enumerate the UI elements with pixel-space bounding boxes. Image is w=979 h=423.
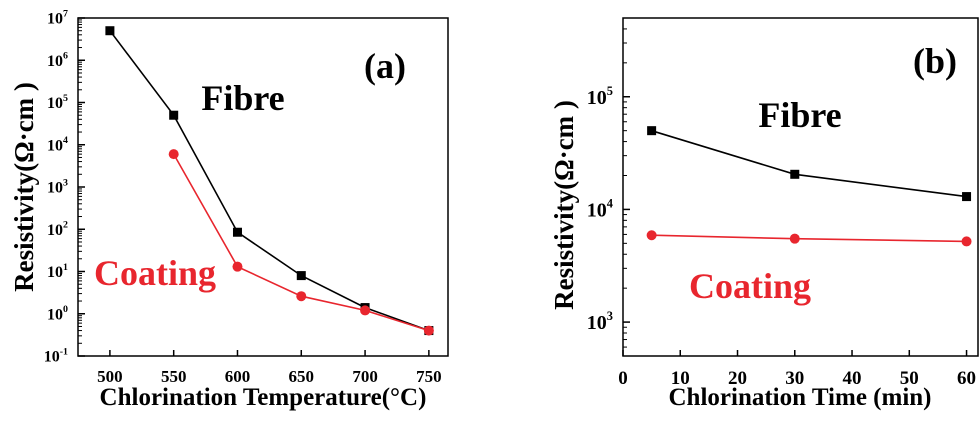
- panel-b-ticks: 0 10 20 30 40 50 60 103 104 105: [587, 17, 976, 389]
- panel-a: 500 550 600 650 700 750 10-1 100 101 102 103 104 105…: [9, 8, 449, 411]
- panel-a-x-axis-title: Chlorination Temperature(°C): [100, 384, 427, 411]
- data-point-fibre: [790, 169, 800, 179]
- panel-b-y-axis-title: Resistivity(Ω·cm ): [549, 100, 579, 310]
- panel-b-series: [646, 126, 972, 247]
- panel-a-label: (a): [364, 46, 406, 86]
- x-tick-label: 30: [785, 368, 804, 389]
- panel-a-y-axis-title: Resistivity(Ω·cm ): [9, 82, 39, 292]
- x-tick-label: 650: [289, 367, 315, 386]
- y-tick-label: 104: [587, 196, 613, 221]
- y-tick-label: 101: [47, 262, 68, 281]
- y-tick-label: 100: [47, 304, 68, 323]
- y-tick-label: 106: [47, 51, 68, 70]
- x-tick-label: 750: [416, 367, 442, 386]
- data-point-fibre: [296, 271, 306, 281]
- data-point-fibre: [647, 126, 657, 136]
- series-line-fibre: [109, 30, 430, 332]
- data-point-fibre: [105, 26, 115, 36]
- y-tick-label: 102: [47, 220, 68, 239]
- data-point-fibre: [232, 227, 242, 237]
- x-tick-label: 550: [161, 367, 187, 386]
- data-point-coating: [168, 149, 179, 160]
- y-tick-label: 105: [587, 84, 613, 109]
- x-tick-label: 500: [97, 367, 123, 386]
- x-tick-label: 10: [671, 368, 690, 389]
- series-line-coating: [173, 153, 430, 332]
- x-tick-label: 700: [352, 367, 378, 386]
- series-line-fibre: [651, 129, 967, 198]
- x-tick-label: 60: [957, 368, 976, 389]
- panel-b-label: (b): [913, 41, 957, 81]
- panel-b-coating-annotation: Coating: [689, 266, 811, 306]
- data-point-fibre: [962, 192, 972, 202]
- data-point-coating: [646, 230, 657, 241]
- panel-a-ticks: 500 550 600 650 700 750 10-1 100 101 102 103 104 105…: [44, 8, 442, 386]
- panel-b-fibre-annotation: Fibre: [758, 95, 841, 135]
- y-tick-label: 103: [47, 177, 68, 196]
- y-tick-label: 105: [47, 93, 68, 112]
- data-point-coating: [232, 261, 243, 272]
- data-point-coating: [789, 233, 800, 244]
- data-point-coating: [360, 305, 371, 316]
- data-point-fibre: [169, 110, 179, 120]
- y-tick-label: 10-1: [44, 346, 68, 365]
- series-line-coating: [651, 234, 967, 243]
- data-point-coating: [961, 236, 972, 247]
- x-tick-label: 20: [728, 368, 747, 389]
- data-point-coating: [423, 325, 434, 336]
- panel-b-x-axis-title: Chlorination Time (min): [669, 384, 932, 411]
- panel-b-plot-frame: [622, 17, 979, 357]
- x-tick-label: 50: [900, 368, 919, 389]
- x-tick-label: 40: [843, 368, 862, 389]
- data-point-coating: [296, 291, 307, 302]
- y-tick-label: 107: [47, 8, 68, 27]
- panel-a-coating-annotation: Coating: [94, 253, 216, 293]
- x-tick-label: 0: [618, 368, 628, 389]
- x-tick-label: 600: [225, 367, 251, 386]
- y-tick-label: 104: [47, 135, 68, 154]
- panel-a-fibre-annotation: Fibre: [201, 78, 284, 118]
- panel-b: 0 10 20 30 40 50 60 103 104 105 (b) Fibre Coating…: [549, 17, 979, 411]
- panel-a-series: [105, 26, 434, 336]
- y-tick-label: 103: [587, 309, 613, 334]
